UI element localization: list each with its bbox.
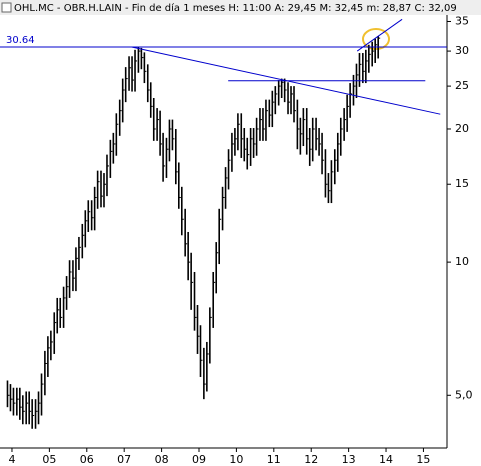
x-tick-label: 06 — [80, 453, 94, 466]
x-tick-label: 07 — [117, 453, 131, 466]
header-icon — [1, 2, 12, 13]
x-tick-label: 08 — [155, 453, 169, 466]
chart-title: OHL.MC - OBR.H.LAIN - Fin de día 1 meses… — [14, 2, 457, 14]
y-tick-label: 15 — [455, 177, 469, 190]
header-bar — [0, 0, 481, 15]
x-tick-label: 4 — [8, 453, 15, 466]
y-tick-label: 20 — [455, 122, 469, 135]
y-tick-label: 35 — [455, 14, 469, 27]
trend-line — [131, 46, 441, 115]
x-tick-label: 10 — [229, 453, 243, 466]
y-tick-label: 5,0 — [455, 388, 473, 401]
y-tick-label: 30 — [455, 44, 469, 57]
y-tick-label: 25 — [455, 79, 469, 92]
x-tick-label: 05 — [42, 453, 56, 466]
x-tick-label: 09 — [192, 453, 206, 466]
x-tick-label: 13 — [342, 453, 356, 466]
horizontal-line-label: 30.64 — [6, 35, 35, 46]
x-tick-label: 12 — [304, 453, 318, 466]
trend-line — [356, 18, 403, 52]
y-tick-label: 10 — [455, 255, 469, 268]
highlight-circle — [362, 28, 390, 50]
x-tick-label: 15 — [416, 453, 430, 466]
x-tick-label: 11 — [267, 453, 281, 466]
x-tick-label: 14 — [379, 453, 393, 466]
